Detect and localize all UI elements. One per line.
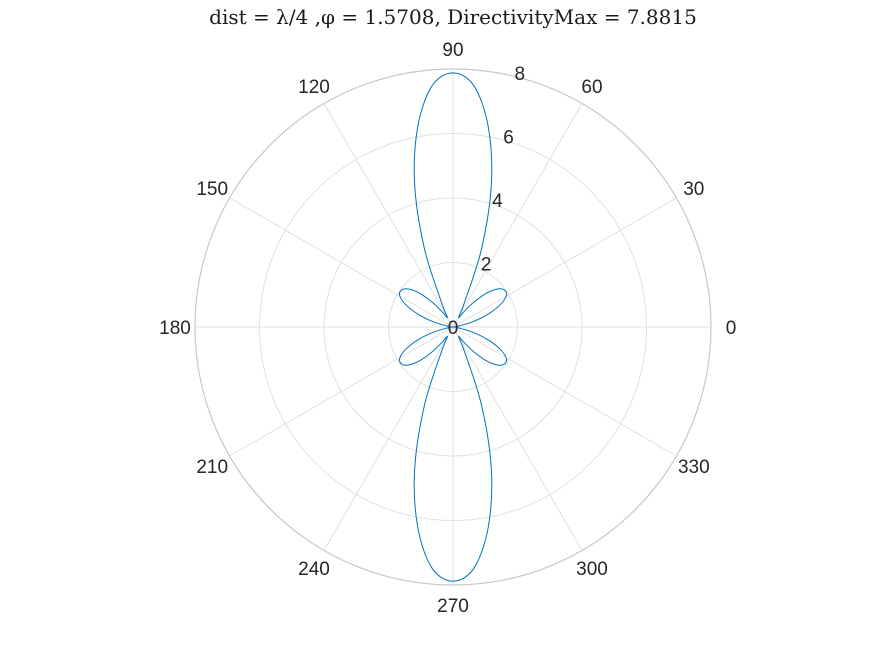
directivity-pattern-line	[399, 72, 507, 582]
r-tick-label: 2	[481, 255, 492, 276]
theta-tick-label: 210	[196, 457, 228, 478]
r-tick-label: 6	[503, 127, 514, 148]
theta-grid-spoke	[452, 326, 677, 457]
r-tick-label: 0	[448, 318, 459, 339]
theta-tick-label: 30	[683, 179, 704, 200]
theta-tick-label: 60	[581, 77, 602, 98]
theta-tick-label: 240	[298, 559, 330, 580]
theta-tick-label: 120	[298, 77, 330, 98]
theta-tick-label: 0	[726, 318, 737, 339]
theta-tick-label: 180	[159, 318, 191, 339]
polar-grid	[194, 68, 712, 586]
theta-tick-label: 300	[576, 559, 608, 580]
theta-grid-spoke	[229, 197, 454, 328]
theta-grid-spoke	[323, 326, 454, 551]
theta-grid-spoke	[229, 326, 454, 457]
series-layer	[399, 72, 507, 582]
r-tick-label: 8	[515, 64, 526, 85]
theta-grid-spoke	[452, 326, 583, 551]
theta-tick-label: 150	[196, 179, 228, 200]
theta-grid-spoke	[452, 103, 583, 328]
theta-grid-spoke	[452, 197, 677, 328]
chart-title: dist = λ/4 ,φ = 1.5708, DirectivityMax =…	[209, 5, 697, 29]
theta-tick-label: 330	[678, 457, 710, 478]
theta-grid-spoke	[323, 103, 454, 328]
theta-tick-label: 270	[437, 596, 469, 617]
r-tick-label: 4	[492, 191, 503, 212]
theta-tick-label: 90	[442, 40, 463, 61]
r-tick-labels: 0 2 4 6 8	[448, 64, 525, 339]
